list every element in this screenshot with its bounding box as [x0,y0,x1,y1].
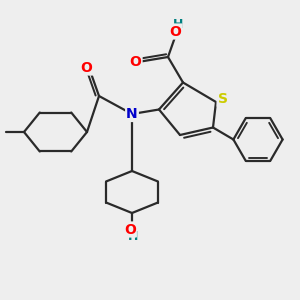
Text: O: O [80,61,92,74]
Text: O: O [130,55,142,68]
Text: O: O [124,223,136,236]
Text: S: S [218,92,228,106]
Text: O: O [169,25,181,38]
Text: H: H [128,230,139,243]
Text: H: H [173,17,184,31]
Text: N: N [126,107,138,121]
